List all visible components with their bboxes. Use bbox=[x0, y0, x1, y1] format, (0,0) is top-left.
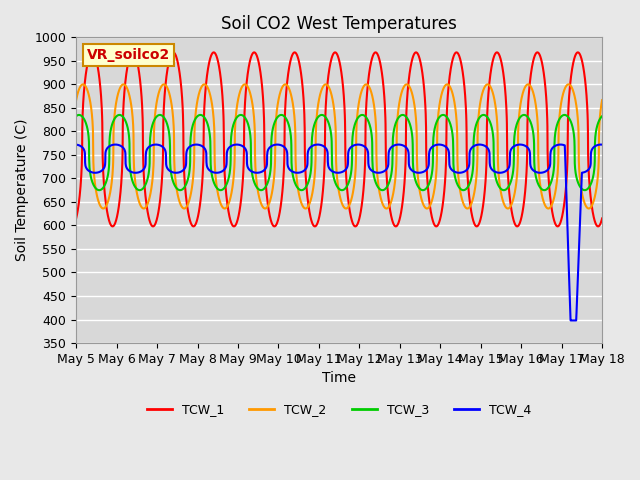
TCW_2 bbox=[598, 97, 606, 103]
TCW_4 bbox=[476, 142, 483, 147]
TCW_4 bbox=[163, 166, 171, 171]
TCW_3 bbox=[274, 114, 282, 120]
Text: VR_soilco2: VR_soilco2 bbox=[86, 48, 170, 62]
TCW_3 bbox=[598, 113, 606, 119]
Line: TCW_3: TCW_3 bbox=[76, 115, 602, 190]
Line: TCW_1: TCW_1 bbox=[76, 52, 602, 227]
TCW_1 bbox=[598, 216, 606, 221]
Y-axis label: Soil Temperature (C): Soil Temperature (C) bbox=[15, 119, 29, 262]
TCW_1 bbox=[132, 56, 140, 61]
TCW_4 bbox=[598, 142, 606, 147]
Line: TCW_4: TCW_4 bbox=[76, 144, 602, 321]
TCW_4 bbox=[567, 318, 575, 324]
TCW_4 bbox=[588, 146, 596, 152]
TCW_3 bbox=[163, 122, 171, 128]
TCW_3 bbox=[588, 178, 596, 183]
TCW_1 bbox=[189, 224, 197, 229]
TCW_2 bbox=[297, 199, 305, 204]
Legend: TCW_1, TCW_2, TCW_3, TCW_4: TCW_1, TCW_2, TCW_3, TCW_4 bbox=[142, 398, 536, 421]
TCW_3 bbox=[72, 113, 80, 119]
Title: Soil CO2 West Temperatures: Soil CO2 West Temperatures bbox=[221, 15, 457, 33]
Line: TCW_2: TCW_2 bbox=[76, 84, 602, 208]
TCW_2 bbox=[301, 205, 309, 211]
TCW_3 bbox=[132, 185, 140, 191]
TCW_4 bbox=[297, 169, 305, 175]
TCW_3 bbox=[419, 187, 427, 193]
TCW_3 bbox=[358, 112, 366, 118]
TCW_4 bbox=[72, 142, 80, 147]
X-axis label: Time: Time bbox=[322, 372, 356, 385]
TCW_4 bbox=[531, 169, 539, 175]
TCW_1 bbox=[164, 66, 172, 72]
TCW_2 bbox=[588, 202, 596, 208]
TCW_1 bbox=[275, 216, 282, 222]
TCW_4 bbox=[132, 170, 140, 176]
TCW_2 bbox=[132, 186, 140, 192]
TCW_1 bbox=[588, 205, 596, 211]
TCW_1 bbox=[532, 51, 540, 57]
TCW_1 bbox=[297, 70, 305, 76]
TCW_4 bbox=[274, 142, 282, 147]
TCW_3 bbox=[532, 172, 540, 178]
TCW_1 bbox=[129, 49, 137, 55]
TCW_2 bbox=[274, 99, 282, 105]
TCW_3 bbox=[297, 187, 305, 193]
TCW_1 bbox=[72, 216, 80, 221]
TCW_2 bbox=[72, 97, 80, 103]
TCW_2 bbox=[241, 82, 249, 87]
TCW_2 bbox=[532, 100, 540, 106]
TCW_2 bbox=[163, 85, 171, 91]
